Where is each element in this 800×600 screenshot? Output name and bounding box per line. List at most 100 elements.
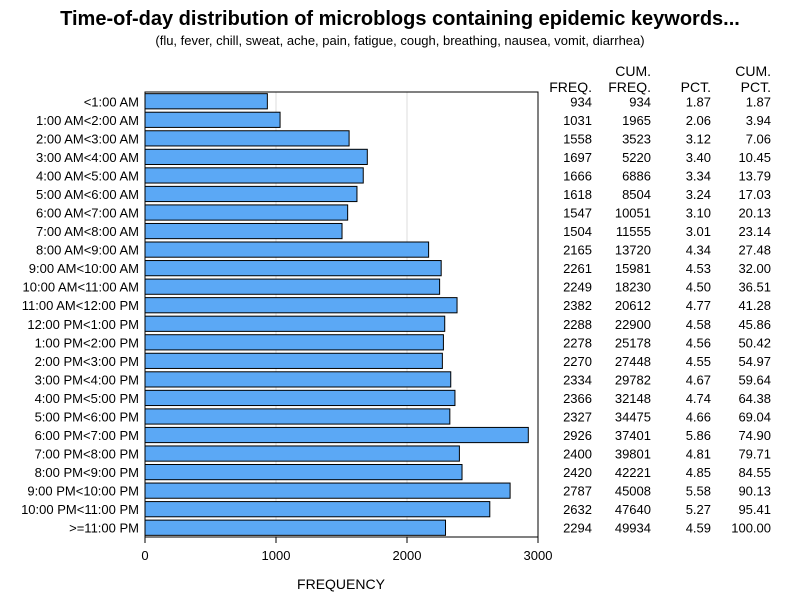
pct-value: 5.58 — [686, 484, 711, 499]
pct-value: 3.40 — [686, 150, 711, 165]
bar — [144, 464, 463, 481]
freq-value: 2632 — [563, 502, 592, 517]
cum-freq-value: 29782 — [615, 372, 651, 387]
cum-pct-value: 32.00 — [738, 261, 771, 276]
pct-value: 5.86 — [686, 428, 711, 443]
category-label: 5:00 PM<6:00 PM — [35, 409, 139, 424]
cum-pct-value: 7.06 — [746, 131, 771, 146]
cum-pct-value: 13.79 — [738, 168, 771, 183]
pct-value: 4.85 — [686, 465, 711, 480]
pct-value: 4.81 — [686, 447, 711, 462]
cum-freq-value: 47640 — [615, 502, 651, 517]
cum-pct-value: 50.42 — [738, 335, 771, 350]
category-label: 8:00 PM<9:00 PM — [35, 465, 139, 480]
freq-value: 2249 — [563, 280, 592, 295]
cum-pct-value: 100.00 — [731, 521, 771, 536]
pct-value: 4.59 — [686, 521, 711, 536]
cum-freq-value: 25178 — [615, 335, 651, 350]
bar — [144, 501, 491, 518]
freq-value: 2787 — [563, 484, 592, 499]
cum-pct-value: 3.94 — [746, 113, 771, 128]
header-cum-pct-line1: CUM. — [735, 63, 771, 79]
cum-pct-value: 84.55 — [738, 465, 771, 480]
freq-value: 2334 — [563, 372, 592, 387]
pct-value: 3.10 — [686, 206, 711, 221]
freq-value: 2278 — [563, 335, 592, 350]
bar — [144, 204, 349, 221]
cum-pct-value: 79.71 — [738, 447, 771, 462]
pct-value: 4.58 — [686, 317, 711, 332]
cum-pct-value: 10.45 — [738, 150, 771, 165]
bar — [144, 93, 268, 110]
category-label: 10:00 PM<11:00 PM — [21, 502, 139, 517]
freq-value: 1547 — [563, 206, 592, 221]
pct-value: 3.01 — [686, 224, 711, 239]
cum-freq-value: 13720 — [615, 243, 651, 258]
cum-pct-value: 90.13 — [738, 484, 771, 499]
bar — [144, 130, 350, 147]
bar — [144, 445, 460, 462]
x-axis-label: FREQUENCY — [297, 576, 385, 592]
cum-pct-value: 54.97 — [738, 354, 771, 369]
pct-value: 4.67 — [686, 372, 711, 387]
cum-freq-value: 49934 — [615, 521, 651, 536]
bar — [144, 352, 443, 369]
cum-freq-value: 20612 — [615, 298, 651, 313]
header-cum-freq-line1: CUM. — [615, 63, 651, 79]
cum-freq-value: 11555 — [616, 224, 651, 239]
cum-freq-value: 34475 — [615, 409, 651, 424]
pct-value: 4.74 — [686, 391, 711, 406]
freq-value: 1666 — [563, 168, 592, 183]
pct-value: 4.50 — [686, 280, 711, 295]
category-label: 6:00 PM<7:00 PM — [35, 428, 139, 443]
cum-pct-value: 17.03 — [738, 187, 771, 202]
pct-value: 4.53 — [686, 261, 711, 276]
cum-freq-value: 15981 — [615, 261, 651, 276]
freq-value: 2327 — [563, 409, 592, 424]
pct-value: 4.77 — [686, 298, 711, 313]
bar — [144, 148, 368, 165]
pct-value: 3.34 — [686, 168, 711, 183]
category-label: 10:00 AM<11:00 AM — [23, 280, 139, 295]
freq-value: 2366 — [563, 391, 592, 406]
category-label: 8:00 AM<9:00 AM — [36, 243, 139, 258]
cum-freq-value: 45008 — [615, 484, 651, 499]
cum-pct-value: 59.64 — [738, 372, 771, 387]
chart-title: Time-of-day distribution of microblogs c… — [60, 8, 740, 30]
x-tick-label: 3000 — [524, 548, 553, 563]
category-label: 3:00 AM<4:00 AM — [36, 150, 139, 165]
cum-pct-value: 20.13 — [738, 206, 771, 221]
cum-freq-value: 22900 — [615, 317, 651, 332]
category-label: 4:00 AM<5:00 AM — [36, 168, 139, 183]
freq-value: 1558 — [563, 131, 592, 146]
bar — [144, 519, 447, 536]
pct-value: 4.55 — [686, 354, 711, 369]
cum-pct-value: 1.87 — [746, 94, 771, 109]
pct-value: 4.34 — [686, 243, 711, 258]
cum-freq-value: 8504 — [622, 187, 651, 202]
category-label: 9:00 AM<10:00 AM — [29, 261, 139, 276]
header-cum-freq-line2: FREQ. — [608, 79, 651, 95]
cum-freq-value: 6886 — [622, 168, 651, 183]
cum-freq-value: 5220 — [622, 150, 651, 165]
pct-value: 5.27 — [686, 502, 711, 517]
cum-pct-value: 74.90 — [738, 428, 771, 443]
cum-pct-value: 69.04 — [738, 409, 771, 424]
freq-value: 2270 — [563, 354, 592, 369]
pct-value: 3.24 — [686, 187, 711, 202]
cum-freq-value: 37401 — [615, 428, 651, 443]
category-label: >=11:00 PM — [69, 521, 139, 536]
bar — [144, 185, 358, 203]
bar — [144, 408, 451, 425]
freq-value: 1697 — [563, 150, 592, 165]
cum-pct-value: 41.28 — [738, 298, 771, 313]
cum-pct-value: 27.48 — [738, 243, 771, 258]
cum-freq-value: 18230 — [615, 280, 651, 295]
bar — [144, 389, 456, 407]
bar — [144, 260, 442, 277]
x-tick-label: 1000 — [262, 548, 291, 563]
bar — [144, 297, 458, 314]
category-label: 9:00 PM<10:00 PM — [27, 484, 139, 499]
header-pct: PCT. — [681, 79, 711, 95]
